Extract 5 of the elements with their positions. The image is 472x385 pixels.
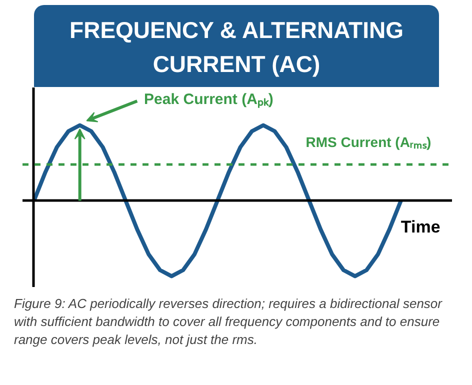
caption: Figure 9: AC periodically reverses direction; requires a bidirectional sensor with sufficient bandwidth to cover all frequency components and to ensure range covers peak levels, not just the rms. xyxy=(14,295,444,349)
text: Peak Current (Aₚₖ) xyxy=(144,91,274,108)
x-axis-title: Time xyxy=(400,218,440,237)
chart-title: FREQUENCY & ALTERNATING CURRENT (AC) xyxy=(68,16,404,79)
ref-line-label: RMS Current (Aᵣₘₛ) xyxy=(306,134,432,150)
